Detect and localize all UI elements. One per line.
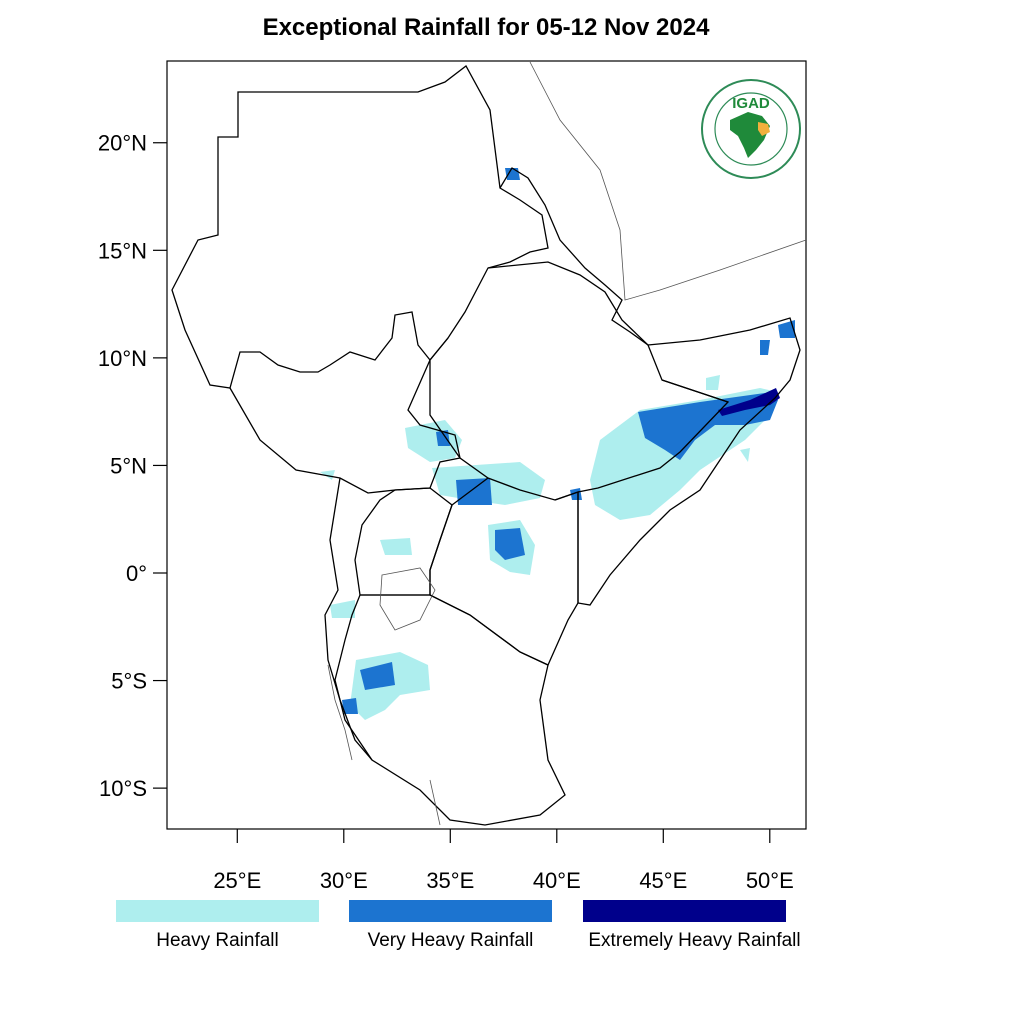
lat-tick-label: 5°S [111, 669, 147, 694]
latitude-axis: 20°N 15°N 10°N 5°N 0° 5°S 10°S [98, 131, 167, 801]
lat-tick-label: 5°N [110, 453, 147, 478]
extremely-heavy-rainfall-areas [718, 388, 780, 416]
longitude-axis: 25°E 30°E 35°E 40°E 45°E 50°E [213, 829, 794, 893]
country-boundaries [171, 65, 801, 826]
lat-tick-label: 10°S [99, 776, 147, 801]
lat-tick-label: 0° [126, 561, 147, 586]
lat-tick-label: 20°N [98, 131, 147, 156]
lon-tick-label: 50°E [746, 868, 794, 893]
legend-label-very-heavy: Very Heavy Rainfall [367, 930, 534, 951]
lon-tick-label: 45°E [639, 868, 687, 893]
lon-tick-label: 30°E [320, 868, 368, 893]
lon-tick-label: 40°E [533, 868, 581, 893]
logo-text: IGAD [732, 95, 770, 112]
lake-outlines [327, 61, 807, 826]
igad-logo: IGAD [700, 78, 802, 180]
lat-tick-label: 15°N [98, 238, 147, 263]
legend-swatch-heavy [116, 900, 319, 922]
legend-label-extremely-heavy: Extremely Heavy Rainfall [588, 930, 801, 951]
legend-swatch-very-heavy [349, 900, 552, 922]
lat-tick-label: 10°N [98, 346, 147, 371]
map-title: Exceptional Rainfall for 05-12 Nov 2024 [262, 14, 710, 41]
legend-swatch-extremely-heavy [583, 900, 786, 922]
lon-tick-label: 25°E [213, 868, 261, 893]
lon-tick-label: 35°E [426, 868, 474, 893]
legend-label-heavy: Heavy Rainfall [156, 930, 279, 951]
